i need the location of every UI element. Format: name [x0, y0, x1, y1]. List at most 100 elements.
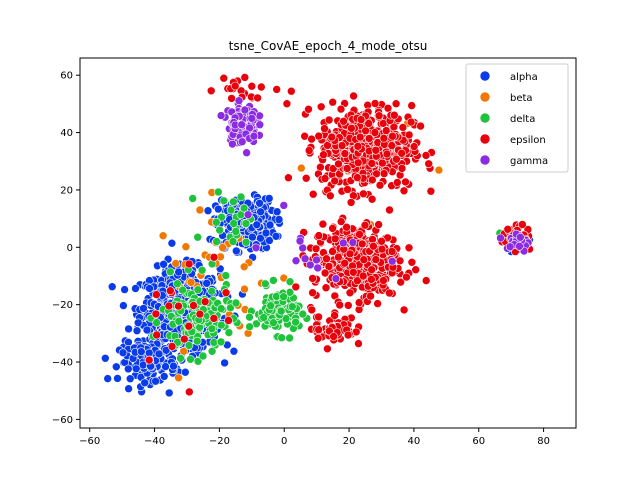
point-epsilon [347, 124, 356, 133]
point-epsilon [379, 133, 389, 143]
point-epsilon [367, 159, 377, 168]
legend: alpha beta delta epsilon gamma [465, 63, 569, 173]
point-epsilon [367, 275, 376, 284]
point-epsilon [357, 239, 367, 249]
point-delta [239, 203, 249, 213]
point-delta [260, 279, 270, 289]
point-epsilon [375, 180, 385, 190]
point-delta [217, 320, 226, 330]
point-epsilon [330, 176, 340, 186]
point-delta [291, 317, 300, 327]
point-alpha [113, 374, 122, 383]
point-epsilon [321, 283, 331, 293]
point-epsilon [392, 178, 402, 187]
point-epsilon [304, 105, 313, 114]
point-epsilon [253, 93, 262, 103]
point-delta [215, 225, 224, 235]
point-epsilon [398, 123, 408, 132]
x-tick-label: −20 [209, 436, 230, 447]
point-epsilon [230, 81, 240, 91]
point-alpha [272, 207, 282, 216]
point-epsilon [406, 117, 416, 127]
point-delta [229, 219, 238, 228]
point-epsilon [314, 325, 324, 335]
point-epsilon [401, 177, 410, 187]
point-epsilon [343, 301, 353, 310]
point-epsilon [307, 134, 316, 144]
point-epsilon [227, 94, 236, 103]
point-delta [266, 301, 276, 311]
point-epsilon [407, 101, 417, 110]
point-epsilon [323, 141, 332, 150]
point-epsilon [426, 186, 436, 196]
point-epsilon [330, 234, 340, 244]
point-delta [259, 313, 269, 322]
point-epsilon [291, 282, 301, 292]
point-epsilon [314, 231, 324, 240]
point-epsilon [316, 102, 326, 112]
point-epsilon [388, 131, 397, 141]
point-alpha [145, 284, 154, 293]
point-epsilon [346, 198, 356, 207]
point-delta [245, 322, 254, 332]
point-epsilon [371, 255, 381, 264]
point-delta [207, 324, 217, 334]
point-delta [231, 298, 241, 308]
legend-marker-gamma [479, 154, 491, 166]
point-gamma [242, 148, 251, 157]
point-epsilon [167, 342, 177, 351]
point-epsilon [397, 149, 407, 158]
point-epsilon [395, 256, 405, 266]
point-alpha [161, 362, 170, 371]
point-epsilon [328, 247, 337, 256]
point-delta [226, 303, 235, 313]
point-delta [281, 314, 291, 323]
point-delta [224, 328, 234, 337]
point-epsilon [152, 330, 161, 340]
point-epsilon [206, 86, 216, 96]
point-epsilon [184, 259, 194, 269]
point-epsilon [327, 132, 337, 142]
point-alpha [124, 324, 133, 334]
point-epsilon [352, 173, 362, 182]
point-epsilon [378, 158, 387, 168]
point-epsilon [284, 173, 293, 182]
point-epsilon [367, 194, 377, 204]
point-epsilon [503, 225, 513, 234]
point-epsilon [387, 141, 397, 150]
point-alpha [118, 348, 128, 358]
point-epsilon [345, 288, 355, 298]
point-epsilon [334, 159, 343, 169]
legend-marker-epsilon [479, 133, 491, 145]
point-epsilon [337, 141, 347, 150]
point-delta [217, 212, 226, 222]
point-epsilon [416, 121, 425, 131]
point-delta [193, 285, 203, 295]
point-epsilon [382, 149, 392, 159]
point-epsilon [374, 111, 384, 120]
point-alpha [202, 278, 211, 288]
point-beta [171, 259, 180, 268]
x-tick-label: 80 [537, 436, 550, 447]
point-alpha [232, 246, 241, 256]
point-gamma [313, 263, 323, 273]
point-epsilon [336, 104, 346, 114]
point-epsilon [367, 175, 377, 185]
legend-box [465, 63, 569, 173]
point-epsilon [209, 252, 219, 262]
point-epsilon [189, 301, 198, 310]
point-epsilon [307, 305, 317, 315]
point-alpha [203, 206, 213, 215]
point-epsilon [354, 298, 364, 307]
point-epsilon [359, 255, 369, 265]
point-delta [276, 306, 286, 316]
point-gamma [247, 114, 257, 123]
point-alpha [265, 236, 274, 245]
point-epsilon [421, 276, 431, 285]
point-alpha [181, 367, 190, 377]
point-beta [434, 165, 444, 175]
point-beta [158, 231, 168, 240]
point-delta [207, 346, 217, 356]
point-gamma [216, 111, 226, 120]
point-alpha [124, 364, 133, 374]
